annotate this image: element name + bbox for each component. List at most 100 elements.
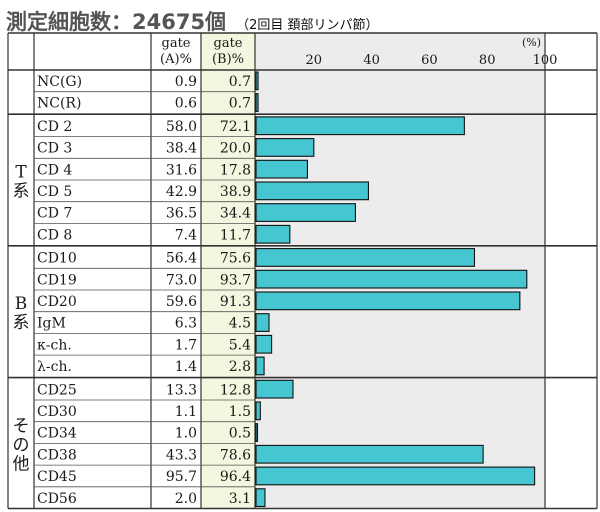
marker-label: CD30 — [37, 404, 77, 420]
gate-a-value: 58.0 — [166, 119, 197, 135]
gate-a-header: gate — [162, 36, 191, 51]
marker-label: CD10 — [37, 251, 77, 267]
bar-cd2 — [255, 116, 465, 136]
marker-label: CD19 — [37, 272, 77, 288]
gate-b-value: 12.8 — [220, 382, 251, 398]
marker-label: CD 7 — [37, 206, 72, 222]
gate-a-value: 38.4 — [166, 141, 197, 157]
gate-b-value: 0.7 — [229, 96, 251, 112]
gate-a-value: 6.3 — [175, 316, 197, 332]
marker-label: CD 2 — [37, 119, 72, 135]
bar-cd19 — [255, 269, 528, 289]
bar-ncg — [255, 71, 259, 91]
group-label-char: T — [15, 163, 27, 183]
gate-a-value: 31.6 — [166, 162, 197, 178]
gate-b-value: 0.7 — [229, 74, 251, 90]
gate-a-value: 59.6 — [166, 294, 197, 310]
bar-cd7 — [255, 203, 356, 222]
gate-a-value: 7.4 — [175, 227, 197, 243]
bar-cd3 — [255, 138, 315, 157]
gate-b-value: 5.4 — [229, 337, 251, 353]
marker-label: CD20 — [37, 294, 77, 310]
marker-label: CD56 — [37, 491, 77, 507]
x-tick-label: 80 — [479, 53, 496, 68]
bar-igm — [255, 313, 270, 332]
marker-label: IgM — [37, 316, 66, 332]
gate-b-column-bg — [201, 33, 255, 509]
gate-a-header: (A)% — [160, 52, 192, 67]
gate-b-value: 75.6 — [220, 251, 251, 267]
x-tick-label: 100 — [533, 53, 558, 68]
bar-cd45 — [255, 466, 536, 486]
gate-a-value: 56.4 — [166, 251, 197, 267]
gate-b-header: (B)% — [212, 52, 244, 67]
gate-b-value: 72.1 — [220, 119, 251, 135]
gate-b-value: 4.5 — [229, 316, 251, 332]
marker-label: CD 4 — [37, 162, 72, 178]
gate-b-value: 78.6 — [220, 447, 251, 463]
marker-label: CD 8 — [37, 227, 72, 243]
gate-b-value: 2.8 — [229, 359, 251, 375]
gate-a-value: 0.6 — [175, 96, 197, 112]
gate-b-value: 93.7 — [220, 272, 251, 288]
bar-cd4 — [255, 159, 308, 179]
sample-subtitle: （2回目 頚部リンパ節） — [236, 18, 379, 33]
marker-label: NC(G) — [37, 74, 82, 90]
gate-a-value: 36.5 — [166, 206, 197, 222]
gate-a-value: 95.7 — [166, 469, 197, 485]
marker-label: CD38 — [37, 447, 77, 463]
bar-cd56 — [255, 488, 266, 508]
marker-label: CD 5 — [37, 184, 72, 200]
axis-unit-label: (%) — [522, 36, 541, 49]
bar-cd5 — [255, 181, 369, 201]
bar-cd38 — [255, 444, 484, 464]
group-label-char: 系 — [13, 313, 30, 333]
gate-a-value: 43.3 — [166, 447, 197, 463]
bar-ncr — [255, 93, 259, 112]
gate-b-value: 96.4 — [220, 469, 251, 485]
gate-b-value: 38.9 — [220, 184, 251, 200]
gate-a-value: 13.3 — [166, 382, 197, 398]
marker-label: κ-ch. — [37, 337, 72, 353]
bar-cd30 — [255, 401, 261, 421]
gate-a-value: 73.0 — [166, 272, 197, 288]
gate-a-value: 1.1 — [175, 404, 197, 420]
gate-a-value: 1.7 — [175, 337, 197, 353]
bar-cd20 — [255, 291, 521, 311]
group-label-char: 系 — [13, 182, 30, 202]
cell-count-title: 測定細胞数：24675個 — [6, 10, 227, 34]
marker-label: CD34 — [37, 426, 77, 442]
gate-a-value: 0.9 — [175, 74, 197, 90]
marker-label: NC(R) — [37, 96, 81, 112]
gate-b-value: 20.0 — [220, 141, 251, 157]
bar-ch — [255, 356, 265, 376]
bar-cd25 — [255, 379, 294, 399]
group-label-char: そ — [13, 416, 30, 436]
bar-cd34 — [255, 423, 259, 442]
gate-b-value: 0.5 — [229, 426, 251, 442]
gate-a-value: 42.9 — [166, 184, 197, 200]
gate-b-value: 91.3 — [220, 294, 251, 310]
bar-cd10 — [255, 248, 476, 267]
marker-label: CD45 — [37, 469, 77, 485]
x-tick-label: 60 — [421, 53, 438, 68]
x-tick-label: 20 — [306, 53, 323, 68]
x-tick-label: 40 — [363, 53, 380, 68]
gate-a-value: 1.0 — [175, 426, 197, 442]
group-label-char: 他 — [13, 454, 30, 474]
gate-b-value: 11.7 — [220, 227, 251, 243]
group-label: その他 — [13, 416, 30, 474]
gate-b-value: 3.1 — [229, 491, 251, 507]
marker-label: CD 3 — [37, 141, 72, 157]
gate-a-value: 2.0 — [175, 491, 197, 507]
gate-b-value: 1.5 — [229, 404, 251, 420]
gate-b-value: 17.8 — [220, 162, 251, 178]
gate-b-header: gate — [214, 36, 243, 51]
chart-title: 測定細胞数：24675個 （2回目 頚部リンパ節） — [6, 6, 378, 36]
gate-b-value: 34.4 — [220, 206, 251, 222]
marker-label: λ-ch. — [37, 359, 72, 375]
bar-ch — [255, 334, 273, 354]
group-label-char: B — [15, 294, 28, 314]
